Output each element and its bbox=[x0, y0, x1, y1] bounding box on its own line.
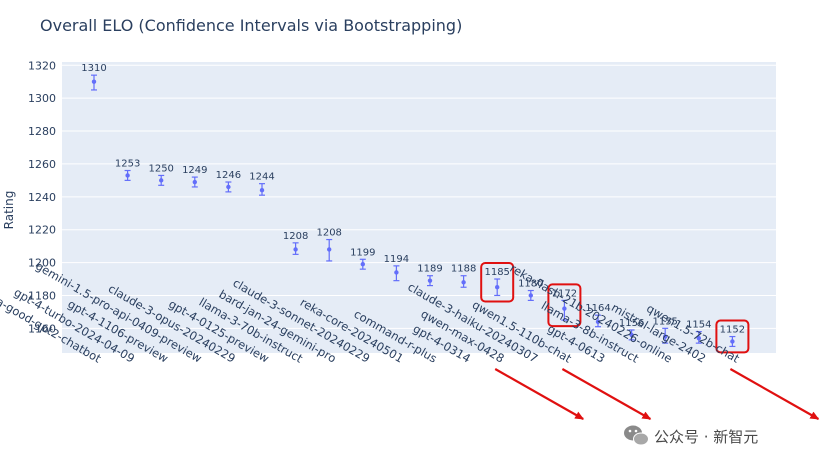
y-tick-label: 1260 bbox=[28, 158, 56, 171]
data-point bbox=[427, 278, 433, 283]
data-label: 1246 bbox=[216, 170, 241, 181]
plot-area bbox=[62, 62, 776, 353]
data-point bbox=[259, 188, 265, 193]
data-label: 1152 bbox=[720, 325, 745, 336]
data-label: 1249 bbox=[182, 165, 207, 176]
watermark-text: 公众号 · 新智元 bbox=[654, 428, 758, 446]
data-point bbox=[696, 336, 701, 341]
wechat-icon bbox=[624, 425, 649, 446]
data-label: 1253 bbox=[115, 159, 140, 170]
y-tick-label: 1200 bbox=[28, 257, 56, 270]
data-label: 1310 bbox=[81, 63, 106, 74]
data-label: 1208 bbox=[316, 228, 341, 239]
data-label: 1250 bbox=[148, 163, 173, 174]
data-label: 1164 bbox=[585, 303, 610, 314]
y-tick-label: 1320 bbox=[28, 59, 56, 72]
data-point bbox=[495, 285, 500, 290]
chart-title: Overall ELO (Confidence Intervals via Bo… bbox=[40, 16, 462, 35]
y-axis-title: Rating bbox=[2, 191, 16, 230]
y-tick-label: 1240 bbox=[28, 191, 56, 204]
data-point bbox=[226, 184, 231, 190]
highlight-box bbox=[480, 262, 515, 303]
data-point bbox=[360, 262, 365, 267]
data-label: 1194 bbox=[384, 254, 409, 265]
highlight-box bbox=[547, 283, 582, 328]
data-point bbox=[91, 79, 97, 84]
data-label: 1189 bbox=[417, 264, 442, 275]
data-label: 1244 bbox=[249, 172, 274, 183]
data-point bbox=[125, 173, 130, 178]
watermark: 公众号 · 新智元 bbox=[624, 425, 758, 446]
data-label: 1180 bbox=[518, 279, 543, 290]
data-label: 1188 bbox=[451, 264, 476, 275]
data-point bbox=[159, 178, 164, 183]
y-tick-label: 1280 bbox=[28, 125, 56, 138]
y-tick-label: 1180 bbox=[28, 289, 56, 302]
data-point bbox=[461, 280, 466, 285]
y-tick-label: 1160 bbox=[28, 322, 56, 335]
data-label: 1208 bbox=[283, 231, 308, 242]
data-label: 1199 bbox=[350, 247, 375, 258]
data-point bbox=[394, 270, 399, 275]
highlight-box bbox=[715, 319, 750, 354]
data-label: 1185 bbox=[484, 267, 509, 278]
data-label: 1156 bbox=[619, 318, 644, 329]
data-label: 1154 bbox=[686, 320, 711, 331]
data-point bbox=[528, 293, 533, 298]
data-point bbox=[293, 247, 298, 252]
highlight-arrow bbox=[729, 368, 820, 420]
data-label: 1155 bbox=[652, 316, 677, 327]
y-tick-label: 1300 bbox=[28, 92, 56, 105]
data-point bbox=[192, 179, 197, 185]
data-point bbox=[595, 319, 601, 324]
data-point bbox=[730, 339, 735, 344]
y-tick-label: 1220 bbox=[28, 224, 56, 237]
data-label: 1172 bbox=[552, 288, 577, 299]
highlight-arrow bbox=[494, 368, 585, 420]
data-point bbox=[663, 334, 668, 339]
highlight-arrow bbox=[561, 368, 652, 420]
data-point bbox=[629, 332, 634, 338]
data-point bbox=[562, 306, 567, 311]
data-point bbox=[327, 247, 332, 252]
